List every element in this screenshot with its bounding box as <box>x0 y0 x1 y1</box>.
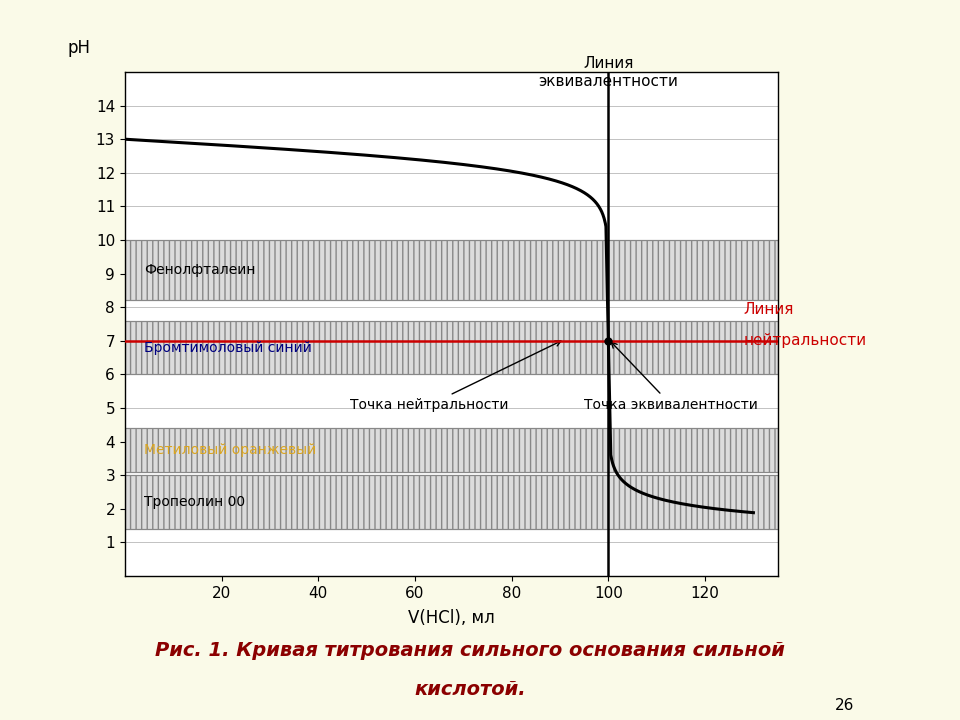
Bar <box>125 320 778 374</box>
Text: Бромтимоловый синий: Бромтимоловый синий <box>144 341 312 354</box>
Text: Линия
эквивалентности: Линия эквивалентности <box>539 56 679 89</box>
Text: Точка эквивалентности: Точка эквивалентности <box>585 342 758 412</box>
Bar <box>125 428 778 472</box>
X-axis label: V(HCl), мл: V(HCl), мл <box>408 609 494 627</box>
Bar <box>125 475 778 529</box>
Text: нейтральности: нейтральности <box>744 333 867 348</box>
Bar <box>125 240 778 300</box>
Bar <box>125 240 778 300</box>
Text: Точка нейтральности: Точка нейтральности <box>350 341 561 412</box>
Text: Рис. 1. Кривая титрования сильного основания сильной: Рис. 1. Кривая титрования сильного основ… <box>156 641 785 660</box>
Text: Метиловый оранжевый: Метиловый оранжевый <box>144 443 317 457</box>
Text: 26: 26 <box>835 698 854 713</box>
Text: Тропеолин 00: Тропеолин 00 <box>144 495 245 509</box>
Bar <box>125 475 778 529</box>
Bar <box>125 320 778 374</box>
Text: Фенолфталеин: Фенолфталеин <box>144 264 255 277</box>
Bar <box>125 428 778 472</box>
Y-axis label: pH: pH <box>67 39 90 57</box>
Text: Линия: Линия <box>744 302 794 318</box>
Text: кислотой.: кислотой. <box>415 680 526 699</box>
